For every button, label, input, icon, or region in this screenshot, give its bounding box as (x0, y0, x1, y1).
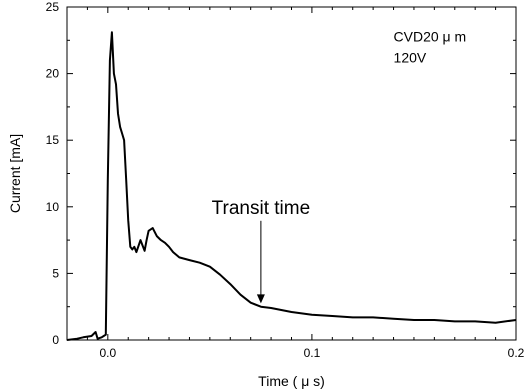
x-tick-label: 0.1 (304, 346, 321, 360)
y-tick-label: 15 (46, 133, 60, 147)
y-axis-title: Current [mA] (7, 134, 23, 213)
x-tick-label: 0.2 (508, 346, 525, 360)
current-series-line (66, 31, 517, 341)
voltage-label: 120V (394, 50, 427, 66)
axis-ticks (67, 6, 517, 341)
y-tick-label: 5 (52, 266, 59, 280)
x-axis-title: Time ( μ s) (258, 373, 325, 389)
transit-time-arrowhead (256, 294, 265, 304)
y-tick-label: 20 (46, 67, 60, 81)
transit-time-label: Transit time (212, 198, 311, 219)
sample-label: CVD20 μ m (394, 28, 467, 44)
y-tick-label: 25 (46, 0, 60, 14)
y-tick-label: 0 (52, 333, 59, 347)
axis-tick-labels: 0.0 0.1 0.2 0 5 10 15 20 25 (46, 0, 525, 360)
y-tick-label: 10 (46, 200, 60, 214)
plot-frame (66, 6, 517, 341)
x-tick-label: 0.0 (99, 346, 116, 360)
